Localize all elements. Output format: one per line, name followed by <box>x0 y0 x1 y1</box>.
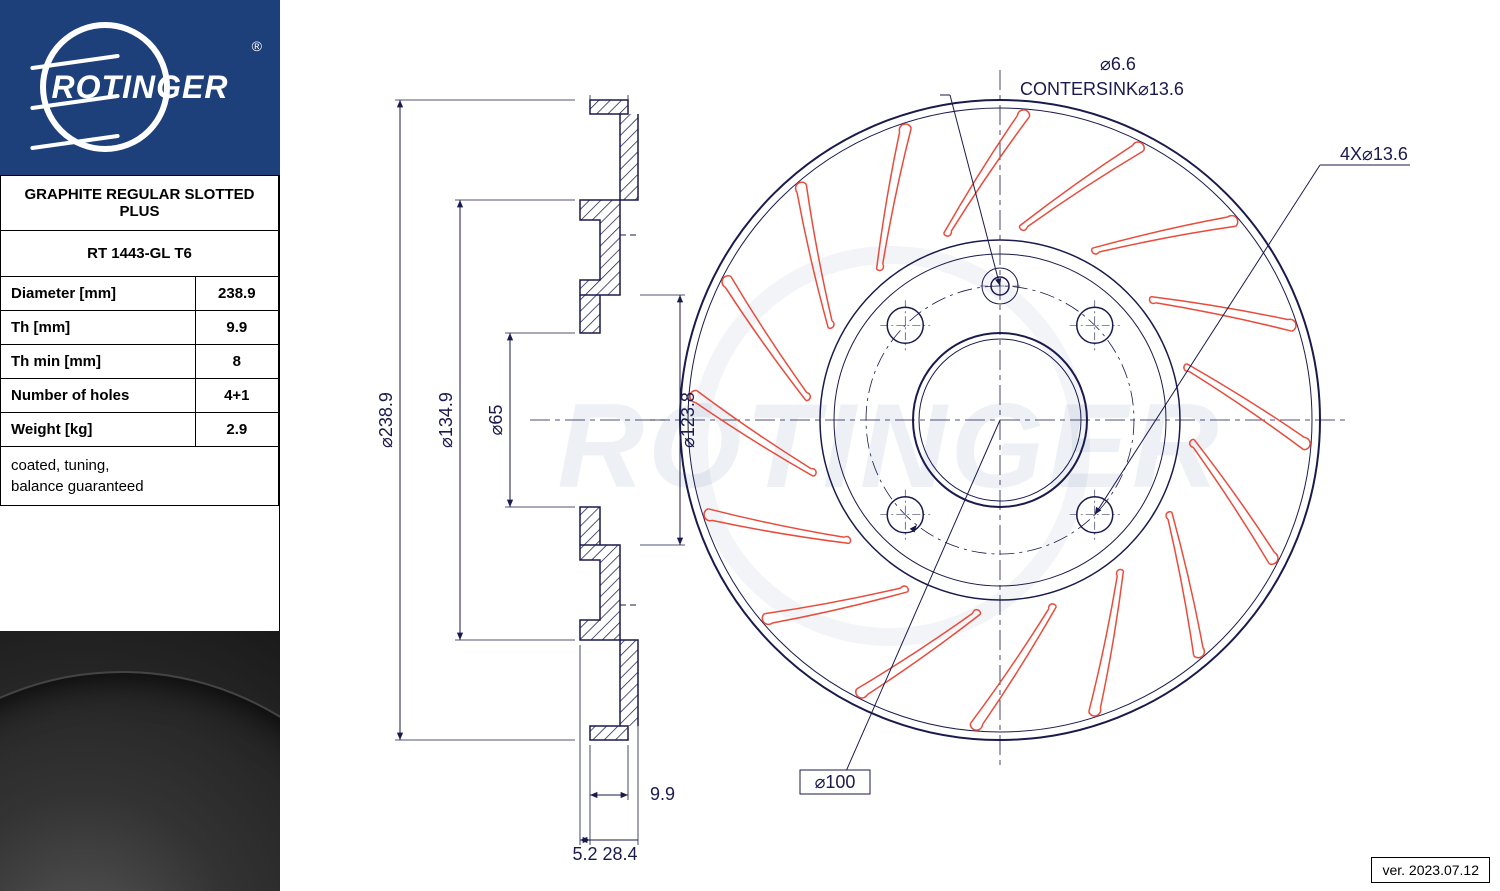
spec-panel: ROTINGER ® GRAPHITE REGULAR SLOTTED PLUS… <box>0 0 280 891</box>
spec-notes: coated, tuning, balance guaranteed <box>1 447 279 506</box>
svg-text:⌀6.6: ⌀6.6 <box>1100 54 1136 74</box>
svg-text:9.9: 9.9 <box>650 784 675 804</box>
svg-text:CONTERSINK⌀13.6: CONTERSINK⌀13.6 <box>1020 79 1184 99</box>
spec-row: Th [mm]9.9 <box>1 311 279 345</box>
svg-text:⌀123.8: ⌀123.8 <box>678 392 698 448</box>
svg-text:⌀65: ⌀65 <box>486 405 506 436</box>
spec-row: Weight [kg]2.9 <box>1 413 279 447</box>
product-photo <box>0 631 280 891</box>
drawing-area: ROTINGER ⌀6.6CONTERSINK⌀13.64X⌀13.6⌀100⌀… <box>280 0 1500 891</box>
technical-drawing: ⌀6.6 CONTERSINK⌀13.6 4X⌀13.6 ⌀100 ⌀238.9 ⌀134… <box>280 0 1500 891</box>
svg-text:4X⌀13.6: 4X⌀13.6 <box>1340 144 1408 164</box>
part-number: RT 1443-GL T6 <box>1 231 279 277</box>
brand-logo: ROTINGER ® <box>0 0 280 175</box>
spec-row: Th min [mm]8 <box>1 345 279 379</box>
svg-text:28.4: 28.4 <box>602 844 637 864</box>
svg-text:⌀238.9: ⌀238.9 <box>376 392 396 448</box>
product-line: GRAPHITE REGULAR SLOTTED PLUS <box>1 176 279 231</box>
registered-mark: ® <box>252 38 262 54</box>
svg-text:⌀134.9: ⌀134.9 <box>436 392 456 448</box>
spec-row: Diameter [mm]238.9 <box>1 277 279 311</box>
svg-text:5.2: 5.2 <box>572 844 597 864</box>
spec-table: GRAPHITE REGULAR SLOTTED PLUS RT 1443-GL… <box>0 175 279 506</box>
svg-text:⌀100: ⌀100 <box>815 772 856 792</box>
brand-name: ROTINGER <box>52 69 229 106</box>
spec-row: Number of holes4+1 <box>1 379 279 413</box>
